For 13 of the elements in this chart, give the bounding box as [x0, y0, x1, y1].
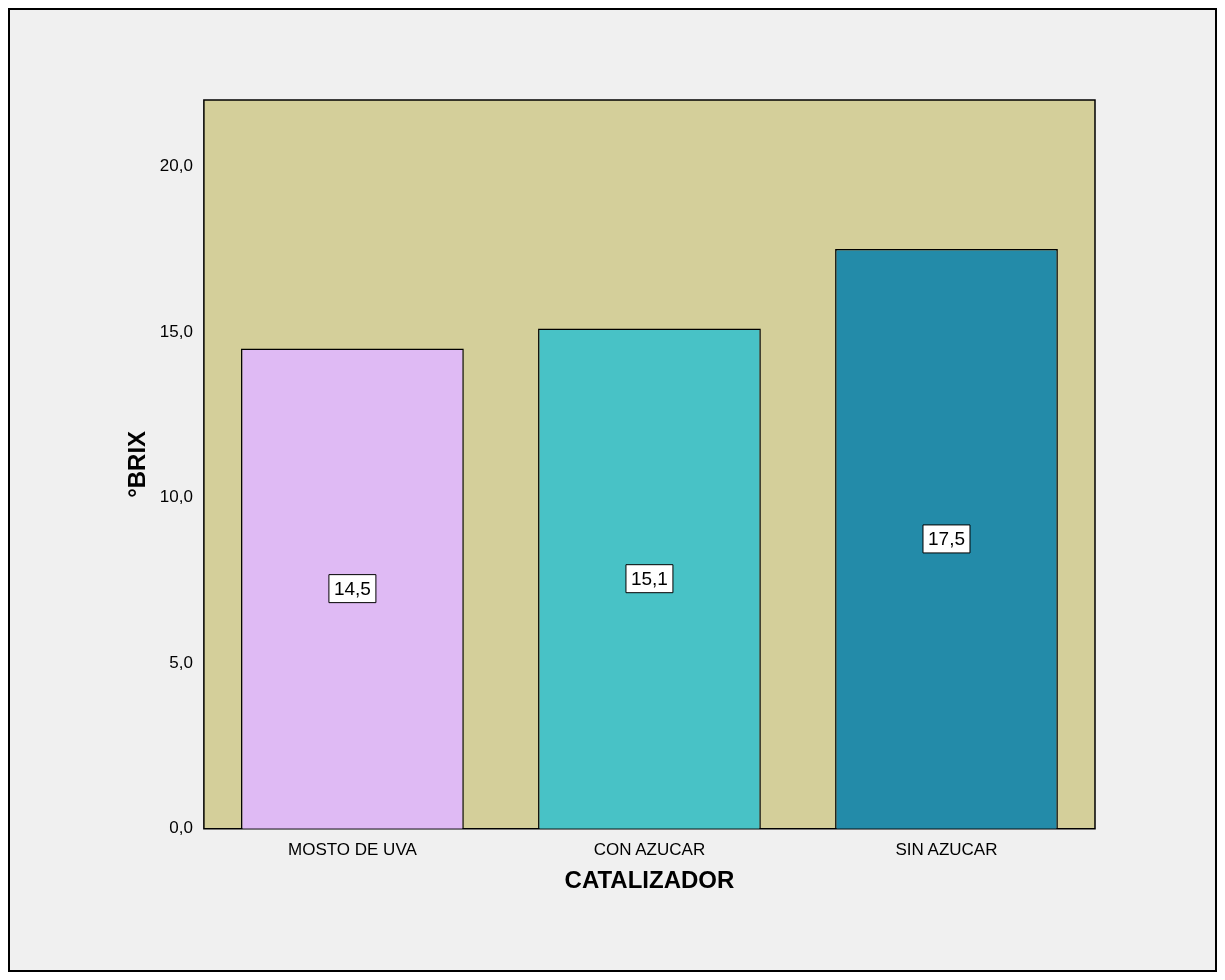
y-tick-label: 20,0	[159, 155, 193, 175]
y-tick-label: 10,0	[159, 487, 193, 507]
y-tick-label: 0,0	[169, 818, 193, 838]
data-label: 14,5	[333, 577, 371, 599]
x-tick-label: SIN AZUCAR	[895, 839, 998, 859]
x-tick-label: MOSTO DE UVA	[288, 839, 418, 859]
x-axis-title: CATALIZADOR	[564, 866, 735, 894]
y-tick-label: 15,0	[159, 321, 193, 341]
data-label: 15,1	[630, 567, 668, 589]
y-tick-label: 5,0	[169, 652, 193, 672]
y-axis-title: °BRIX	[123, 430, 151, 498]
x-tick-label: CON AZUCAR	[593, 839, 706, 859]
data-label: 17,5	[927, 528, 965, 550]
